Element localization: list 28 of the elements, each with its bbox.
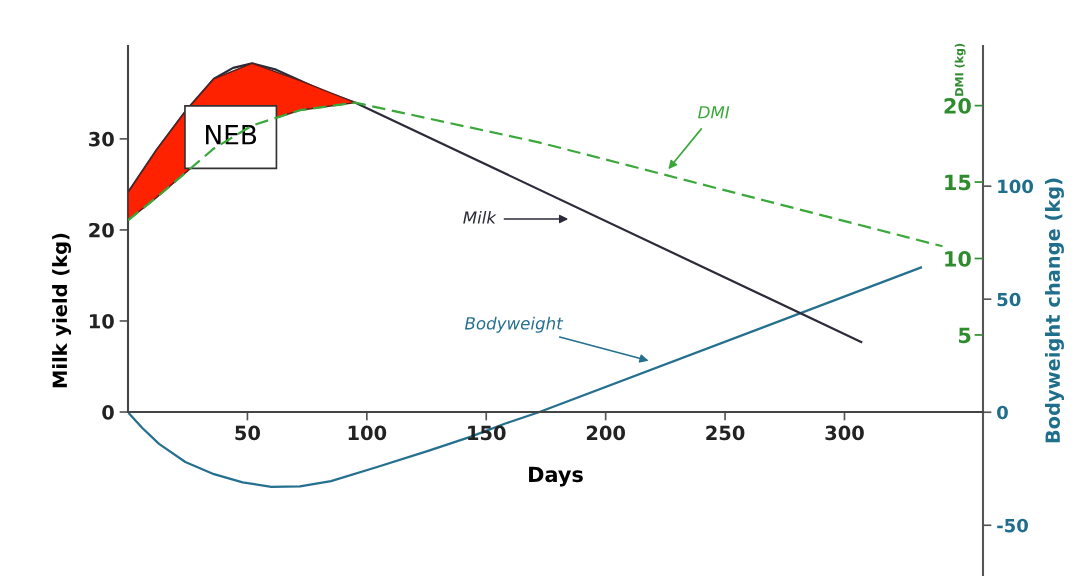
x-tick-label: 300 (825, 425, 864, 441)
y3-tick-label: 50 (997, 292, 1021, 307)
annotation: Bodyweight (464, 316, 564, 333)
annotation: NEB (206, 125, 257, 145)
line-series (128, 62, 863, 344)
y-tick-label: 30 (89, 131, 114, 147)
y2-tick-label: 5 (959, 327, 971, 344)
y2-axis-title: DMI (kg) (954, 43, 966, 96)
annotation: Milk (463, 210, 497, 224)
y3-tick-label: 0 (997, 405, 1008, 420)
y3-tick-label: -50 (997, 518, 1028, 533)
y-tick-label: 10 (89, 313, 114, 329)
line-series (128, 266, 923, 488)
x-tick-label: 100 (348, 425, 387, 441)
x-axis-title: Days (529, 466, 583, 487)
y-axis-title: Milk yield (kg) (52, 233, 72, 388)
y2-tick-label: 15 (945, 174, 971, 191)
y-tick-label: 20 (89, 222, 114, 238)
y2-tick-label: 10 (945, 250, 971, 267)
annotation: DMI (698, 106, 730, 119)
x-tick-label: 250 (706, 425, 745, 441)
y-tick-label: 0 (102, 404, 114, 420)
y3-axis-title: Bodyweight change (kg) (1044, 178, 1064, 443)
y3-tick-label: 100 (998, 179, 1034, 194)
line-series (128, 101, 944, 248)
x-tick-label: 50 (235, 425, 261, 441)
y2-tick-label: 20 (944, 98, 971, 114)
x-tick-label: 200 (586, 425, 626, 441)
